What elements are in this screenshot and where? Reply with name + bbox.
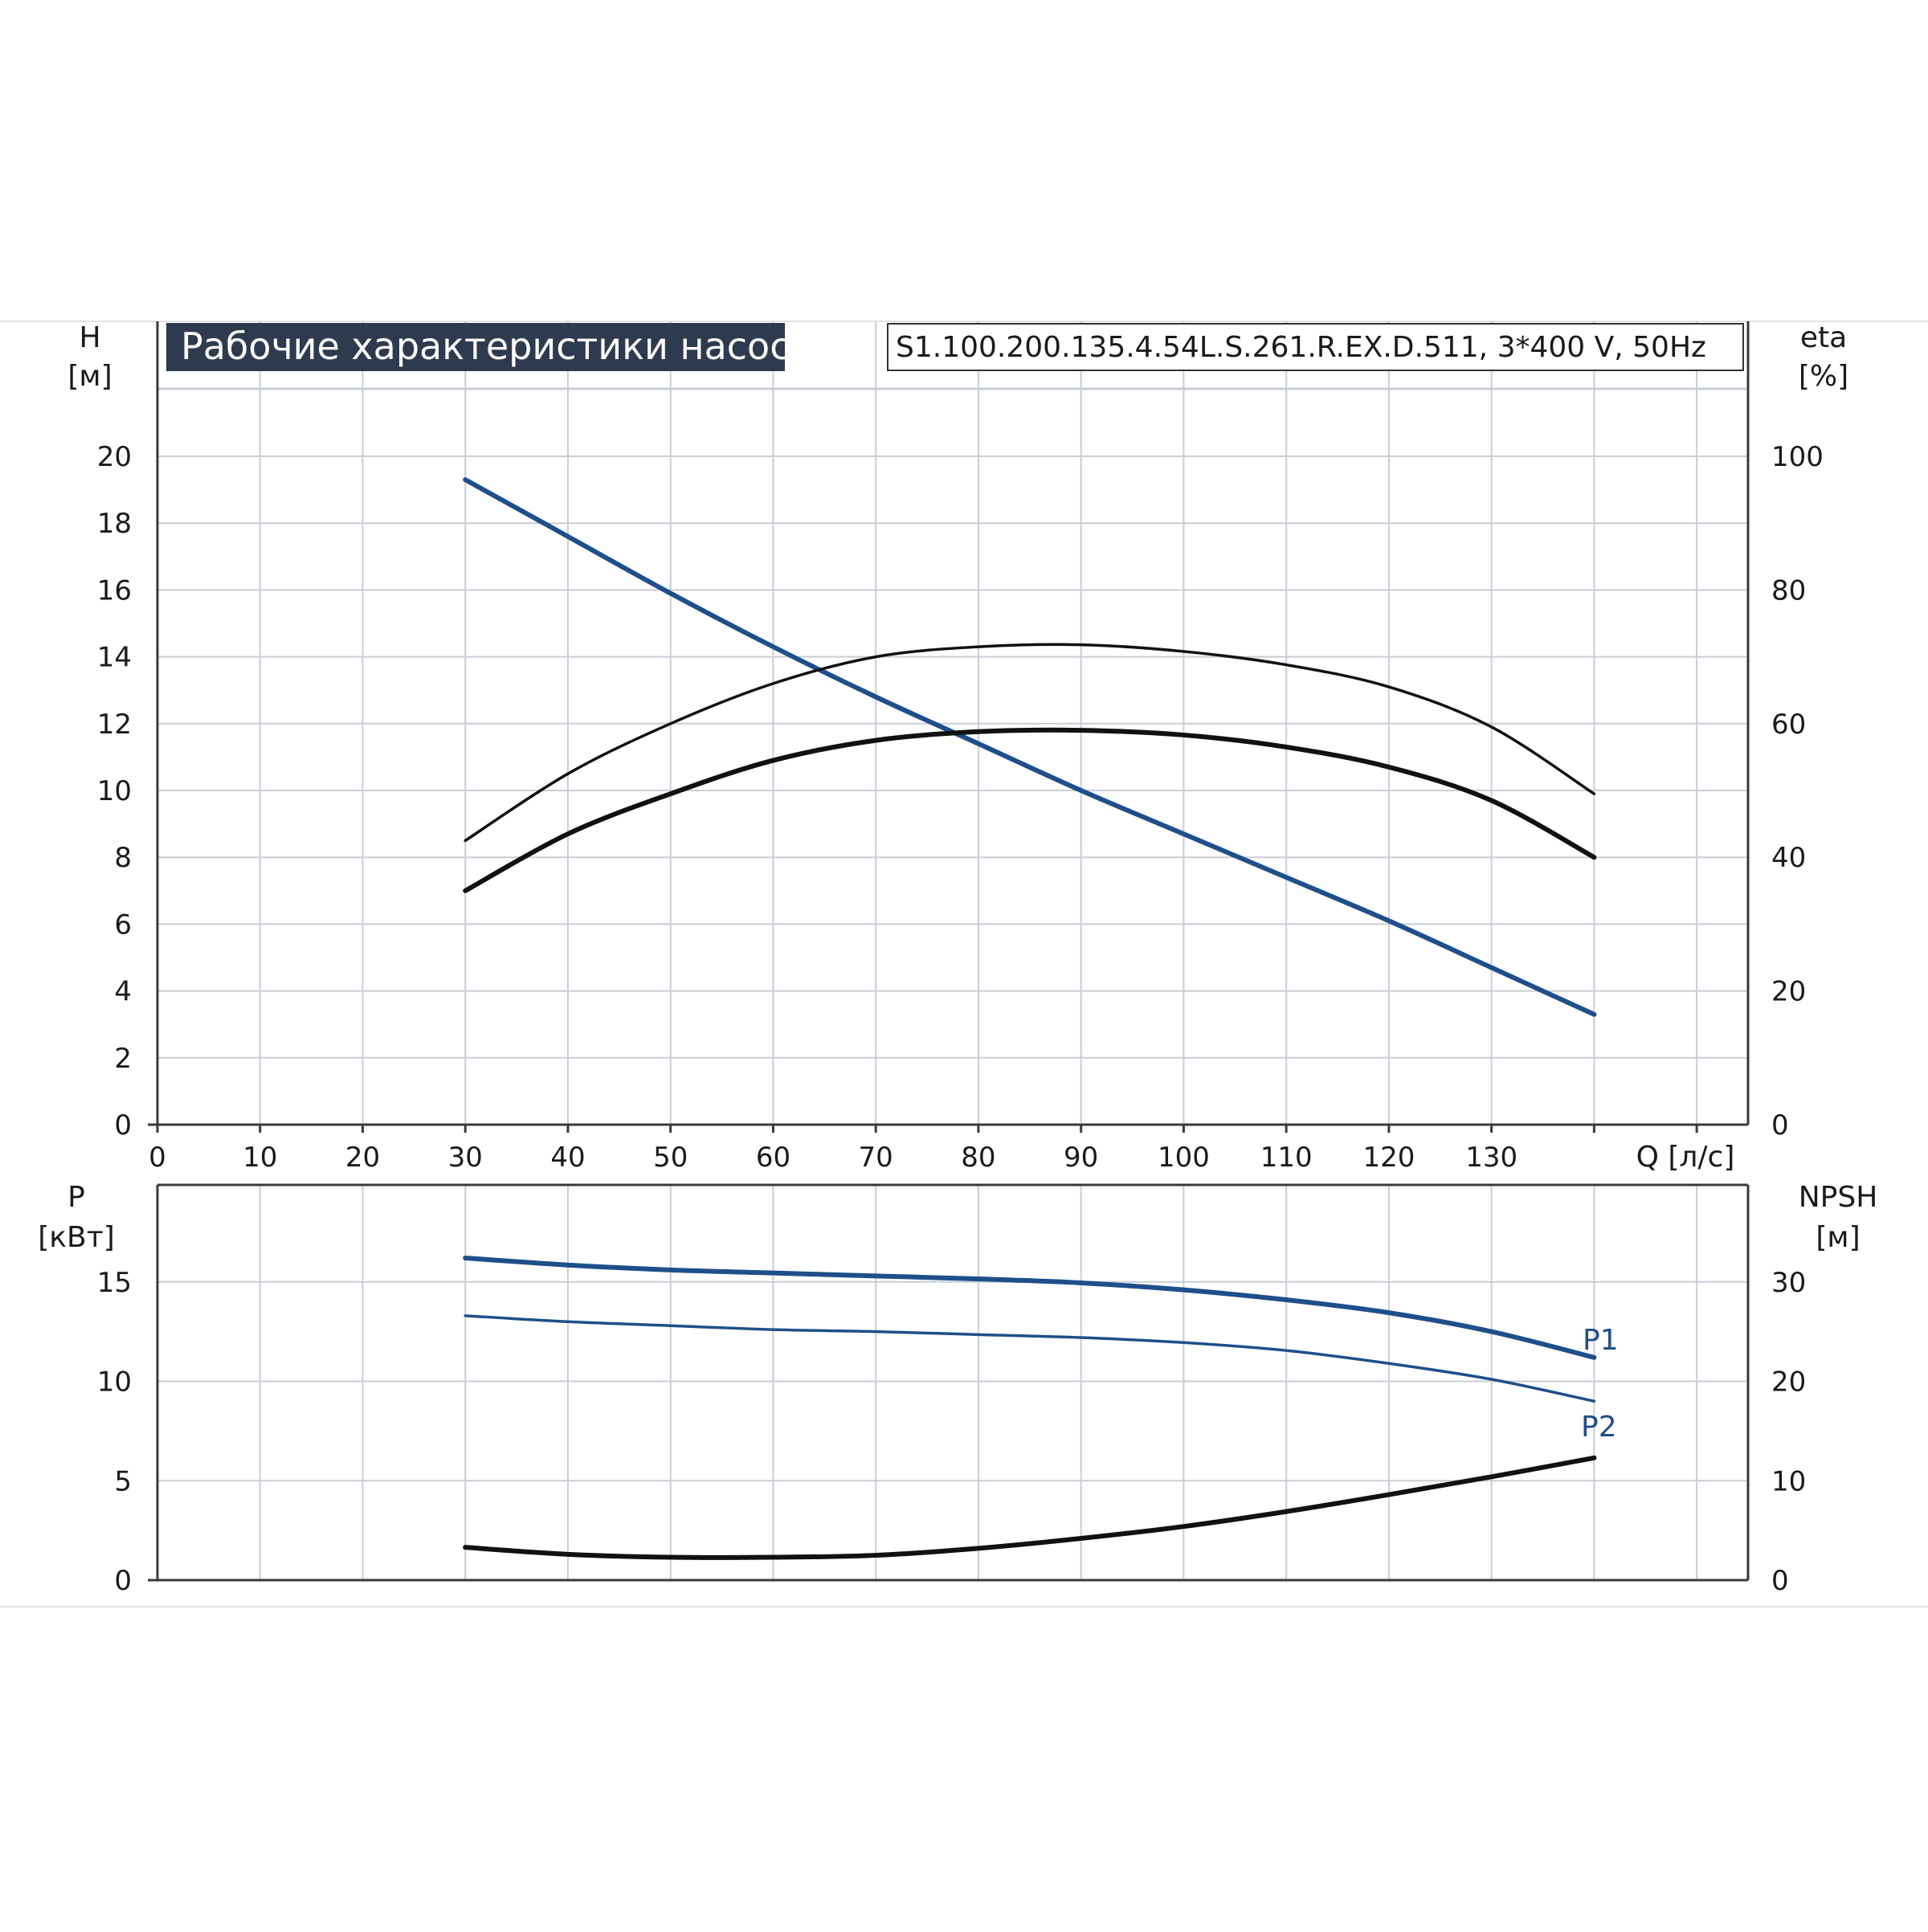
series-npsh [463,1455,1597,1560]
bottom-ylabel-left-line2: [кВт] [38,1221,115,1254]
top-ylabel-right-line2: [%] [1799,360,1848,393]
grid [157,321,1748,1580]
npsh-tick-label: 0 [1771,1565,1789,1597]
y-left-tick-label: 10 [97,775,132,807]
x-tick-label: 60 [756,1142,790,1174]
x-tick-label: 30 [448,1142,483,1174]
x-tick-label: 130 [1465,1142,1517,1174]
y-right-tick-label: 80 [1771,574,1806,607]
x-tick-label: 110 [1260,1142,1313,1174]
x-tick-label: 120 [1362,1142,1415,1174]
p-tick-label: 0 [114,1565,132,1597]
y-right-tick-label: 100 [1771,441,1824,473]
y-left-tick-label: 12 [97,709,132,741]
series-label-p1: P1 [1583,1324,1619,1357]
y-right-tick-label: 20 [1771,976,1806,1008]
bottom-ylabel-left-line1: P [67,1181,85,1214]
p-tick-label: 10 [97,1366,132,1399]
y-left-tick-label: 20 [97,441,132,473]
x-tick-label: 10 [243,1142,277,1174]
y-left-tick-label: 4 [114,976,132,1008]
npsh-tick-label: 10 [1771,1465,1806,1497]
npsh-tick-label: 20 [1771,1366,1806,1399]
y-left-tick-label: 6 [114,909,132,941]
x-tick-label: 100 [1158,1142,1210,1174]
npsh-tick-label: 30 [1771,1267,1806,1299]
x-tick-label: 80 [961,1142,995,1174]
top-ylabel-right-line1: eta [1800,321,1847,354]
top-ylabel-left-line1: H [79,321,100,354]
bottom-ylabel-right-line1: NPSH [1799,1181,1878,1214]
x-tick-label: 40 [550,1142,585,1174]
series-head-curve [463,477,1597,1017]
series [463,477,1597,1560]
axes [148,321,1750,1582]
frame [0,321,1928,1607]
y-left-tick-label: 2 [114,1043,132,1075]
chart-title: Рабочие характеристики насоса [181,325,813,368]
series-p1 [463,1256,1597,1360]
x-axis-label: Q [л/с] [1636,1141,1735,1174]
top-ylabel-left-line2: [м] [67,360,112,393]
x-tick-label: 20 [345,1142,380,1174]
y-right-tick-label: 60 [1771,709,1806,741]
x-tick-label: 70 [859,1142,893,1174]
x-tick-label: 90 [1064,1142,1098,1174]
y-left-tick-label: 0 [114,1109,132,1142]
model-label: S1.100.200.135.4.54L.S.261.R.EX.D.511, 3… [896,331,1706,364]
y-right-tick-label: 0 [1771,1109,1789,1142]
p-tick-label: 15 [97,1267,132,1299]
series-label-p2: P2 [1581,1411,1617,1444]
series-p2 [464,1314,1596,1403]
title-banner [166,323,785,371]
tick-labels: 0 10 20 30 40 50 60 70 80 90 100 110 120 130024681012… [97,441,1824,1597]
y-left-tick-label: 18 [97,508,132,540]
y-right-tick-label: 40 [1771,842,1806,874]
series-efficiency-thick [463,727,1597,893]
p-tick-label: 5 [114,1465,132,1497]
x-tick-label: 0 [149,1142,166,1174]
x-tick-label: 50 [653,1142,688,1174]
series-efficiency-thin [464,643,1596,843]
y-left-tick-label: 16 [97,574,132,607]
bottom-ylabel-right-line2: [м] [1816,1221,1860,1254]
y-left-tick-label: 14 [97,642,132,674]
y-left-tick-label: 8 [114,842,132,874]
model-box [887,323,1744,371]
